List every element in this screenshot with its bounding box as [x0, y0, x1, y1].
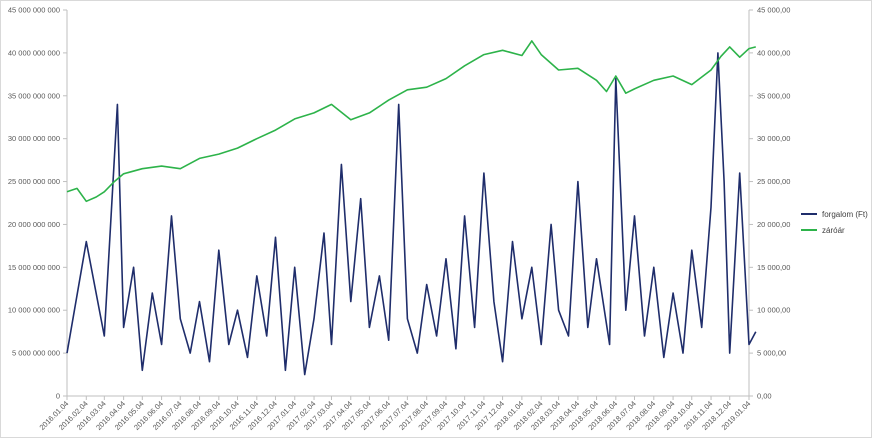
series-line-forgalom	[66, 52, 757, 376]
legend-swatch-zaroar	[801, 229, 817, 231]
y-left-tick-label: 5 000 000 000	[12, 349, 60, 358]
y-right-tick-label: 40 000,00	[757, 48, 790, 57]
y-right-tick-label: 0,00	[757, 392, 772, 401]
y-left-tick-label: 25 000 000 000	[8, 177, 60, 186]
y-right-tick-label: 35 000,00	[757, 91, 790, 100]
y-left-tick-label: 0	[56, 392, 60, 401]
y-right-tick-label: 30 000,00	[757, 134, 790, 143]
y-left-tick-label: 35 000 000 000	[8, 91, 60, 100]
legend-item-forgalom: forgalom (Ft)	[801, 206, 868, 222]
series-line-zaroar	[66, 40, 756, 203]
legend-label-forgalom: forgalom (Ft)	[822, 209, 868, 219]
legend-label-zaroar: záróár	[822, 225, 845, 235]
legend-item-zaroar: záróár	[801, 222, 868, 238]
y-right-tick-label: 45 000,00	[757, 6, 790, 15]
y-right-tick-label: 15 000,00	[757, 263, 790, 272]
y-left-tick-label: 40 000 000 000	[8, 48, 60, 57]
y-left-tick-label: 15 000 000 000	[8, 263, 60, 272]
y-left-tick-label: 20 000 000 000	[8, 220, 60, 229]
legend-swatch-forgalom	[801, 213, 817, 215]
y-right-tick-label: 5 000,00	[757, 349, 786, 358]
y-left-tick-label: 45 000 000 000	[8, 6, 60, 15]
y-right-tick-label: 25 000,00	[757, 177, 790, 186]
legend: forgalom (Ft) záróár	[801, 206, 868, 238]
y-right-tick-label: 10 000,00	[757, 306, 790, 315]
y-left-tick-label: 10 000 000 000	[8, 306, 60, 315]
y-right-tick-label: 20 000,00	[757, 220, 790, 229]
y-left-tick-label: 30 000 000 000	[8, 134, 60, 143]
